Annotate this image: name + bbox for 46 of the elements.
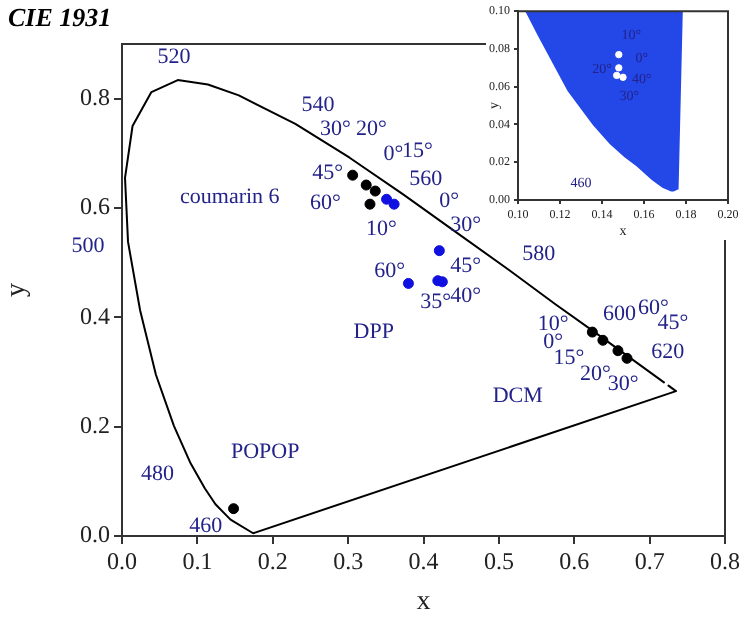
annotation: 620 [651, 340, 686, 365]
annotation: 520 [157, 44, 192, 69]
x-tick-label: 0.4 [408, 546, 439, 575]
annotation: 580 [522, 242, 557, 267]
x-axis-title: x [416, 586, 431, 617]
annotation: 60° [374, 258, 405, 283]
annotation: 20° [356, 117, 387, 142]
chart-title: CIE 1931 [8, 1, 112, 32]
y-axis-title: y [2, 283, 33, 297]
annotation: 0° [383, 142, 404, 167]
x-tick-label: 0.6 [559, 546, 590, 575]
x-tick-label: 0.7 [634, 546, 665, 575]
annotation: 540 [301, 93, 336, 118]
annotation: 30° [450, 212, 482, 237]
annotation: 30° [319, 117, 351, 142]
annotation: 600 [602, 302, 637, 327]
annotation: 15° [402, 138, 433, 163]
x-tick-label: 0.8 [710, 546, 740, 575]
y-tick-label: 0.2 [80, 410, 110, 439]
x-tick-label: 0.3 [333, 546, 364, 575]
x-tick-label: 0.5 [483, 546, 514, 575]
annotation: 45° [312, 160, 344, 185]
y-tick-label: 0.8 [80, 82, 110, 111]
annotation: POPOP [230, 440, 300, 465]
annotation: 35° [420, 290, 451, 315]
annotation: 45° [657, 310, 689, 335]
annotation: 20° [579, 361, 611, 386]
x-tick-label: 0.0 [107, 546, 137, 575]
y-tick-label: 0.4 [80, 301, 110, 330]
annotation: 15° [553, 346, 585, 371]
x-tick-label: 0.2 [257, 546, 288, 575]
annotation: 30° [607, 372, 639, 397]
annotation: 560 [409, 166, 444, 191]
y-tick-label: 0.0 [80, 520, 110, 549]
annotation: 0° [439, 188, 460, 213]
annotation: 480 [140, 462, 175, 487]
text: 500 [71, 234, 106, 259]
annotation: 460 [189, 513, 224, 538]
annotation: DPP [353, 320, 394, 345]
x-tick-label: 0.1 [182, 546, 213, 575]
annotation: 45° [450, 254, 482, 279]
annotation: coumarin 6 [179, 184, 281, 209]
annotation: 60° [310, 190, 341, 215]
annotation: 10° [365, 216, 397, 241]
annotation: 40° [450, 284, 482, 309]
annotation: DCM [492, 384, 544, 409]
